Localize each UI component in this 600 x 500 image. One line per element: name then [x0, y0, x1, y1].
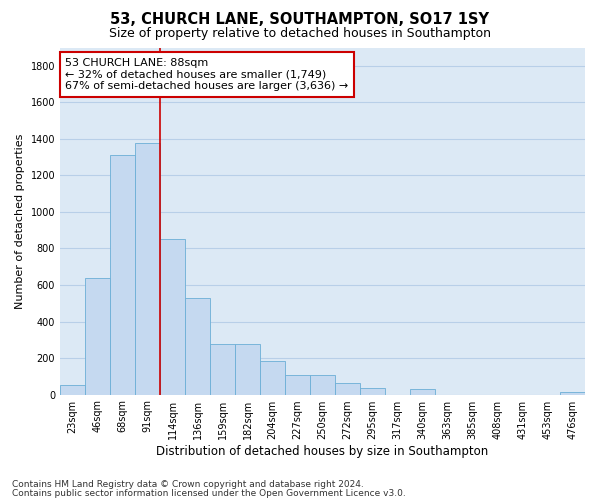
Bar [210, 344, 235, 395]
Bar [310, 376, 335, 394]
Bar [60, 384, 85, 394]
Bar [135, 144, 160, 394]
Text: Contains public sector information licensed under the Open Government Licence v3: Contains public sector information licen… [12, 489, 406, 498]
Text: Contains HM Land Registry data © Crown copyright and database right 2024.: Contains HM Land Registry data © Crown c… [12, 480, 364, 489]
Bar [260, 361, 285, 394]
Text: 53 CHURCH LANE: 88sqm
← 32% of detached houses are smaller (1,749)
67% of semi-d: 53 CHURCH LANE: 88sqm ← 32% of detached … [65, 58, 349, 91]
Y-axis label: Number of detached properties: Number of detached properties [15, 134, 25, 308]
Bar [360, 388, 385, 394]
X-axis label: Distribution of detached houses by size in Southampton: Distribution of detached houses by size … [157, 444, 488, 458]
Bar [285, 376, 310, 394]
Text: Size of property relative to detached houses in Southampton: Size of property relative to detached ho… [109, 28, 491, 40]
Bar [160, 240, 185, 394]
Text: 53, CHURCH LANE, SOUTHAMPTON, SO17 1SY: 53, CHURCH LANE, SOUTHAMPTON, SO17 1SY [110, 12, 490, 28]
Bar [185, 298, 210, 394]
Bar [410, 389, 435, 394]
Bar [560, 392, 585, 394]
Bar [110, 156, 135, 394]
Bar [85, 278, 110, 394]
Bar [335, 382, 360, 394]
Bar [235, 344, 260, 395]
